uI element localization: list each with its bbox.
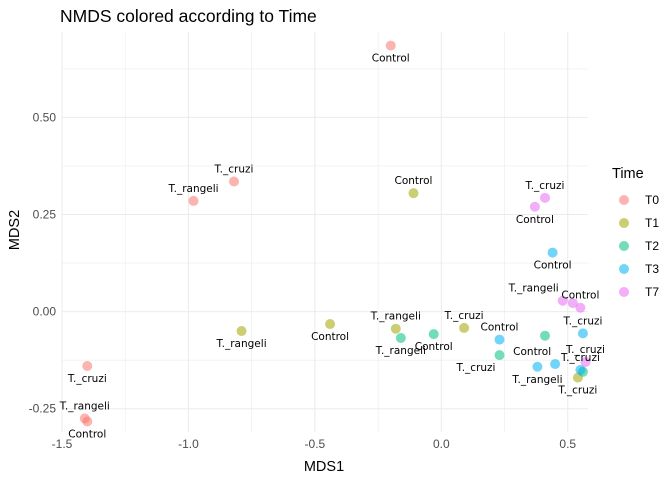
point-label: Control	[481, 322, 519, 334]
data-point-t7	[580, 357, 591, 368]
legend: Time T0 T1 T2 T3 T7	[612, 166, 659, 299]
data-point-t1	[408, 188, 419, 199]
legend-key-t1	[619, 218, 629, 228]
point-label: T._rangeli	[511, 374, 562, 386]
point-label: T._rangeli	[59, 400, 110, 412]
point-label: Control	[534, 260, 572, 272]
point-label: T._cruzi	[562, 315, 602, 327]
legend-key-t2	[619, 241, 629, 251]
point-label: T._cruzi	[444, 310, 484, 322]
legend-label: T1	[645, 216, 659, 230]
data-point-t2	[395, 333, 406, 344]
point-label: T._cruzi	[213, 164, 253, 176]
legend-label: T2	[645, 239, 659, 253]
legend-label: T0	[645, 193, 659, 207]
point-label: T._rangeli	[167, 183, 218, 195]
point-label: T._rangeli	[375, 345, 426, 357]
data-point-t7	[557, 295, 568, 306]
x-tick-label: 0.0	[433, 437, 450, 451]
point-label: T._cruzi	[560, 352, 600, 364]
legend-key-t0	[619, 195, 629, 205]
data-point-t0	[82, 360, 93, 371]
point-label: Control	[395, 175, 433, 187]
data-point-t2	[494, 350, 505, 361]
data-point-t3	[494, 334, 505, 345]
data-point-t3	[547, 247, 558, 258]
data-point-t7	[567, 298, 578, 309]
data-point-t1	[390, 323, 401, 334]
data-point-t0	[188, 195, 199, 206]
x-tick-label: 0.5	[559, 437, 576, 451]
data-point-t0	[228, 176, 239, 187]
point-label: T._rangeli	[370, 311, 421, 323]
point-label: T._cruzi	[525, 180, 565, 192]
point-label: Control	[513, 346, 551, 358]
point-label: Control	[561, 290, 599, 302]
x-tick-label: -1.5	[52, 437, 73, 451]
y-tick-label: -0.25	[29, 402, 57, 416]
x-axis-ticks: -1.5 -1.0 -0.5 0.0 0.5	[52, 437, 577, 451]
data-point-t7	[575, 302, 586, 313]
plot-grid	[61, 32, 588, 432]
point-label: Control	[311, 331, 349, 343]
point-label: Control	[516, 214, 554, 226]
legend-label: T3	[645, 262, 659, 276]
y-tick-label: 0.50	[33, 110, 57, 124]
point-label: T._rangeli	[508, 283, 559, 295]
data-point-t1	[459, 322, 470, 333]
chart-title: NMDS colored according to Time	[60, 6, 317, 26]
point-label: Control	[372, 53, 410, 65]
x-axis-title: MDS1	[304, 459, 344, 475]
data-point-t3	[532, 361, 543, 372]
point-label: T._cruzi	[557, 385, 597, 397]
data-point-t3	[550, 359, 561, 370]
y-tick-label: 0.00	[33, 305, 57, 319]
point-label: T._rangeli	[215, 338, 266, 350]
legend-key-t3	[619, 264, 629, 274]
legend-key-t7	[619, 287, 629, 297]
y-tick-label: 0.25	[33, 208, 57, 222]
point-label: T._cruzi	[67, 373, 107, 385]
x-tick-label: -1.0	[178, 437, 199, 451]
legend-title: Time	[612, 166, 644, 182]
x-tick-label: -0.5	[305, 437, 326, 451]
point-label: T._cruzi	[565, 344, 605, 356]
point-labels: ControlT._cruziT._rangeliT._cruziT._rang…	[59, 53, 605, 441]
data-point-t3	[577, 328, 588, 339]
point-label: Control	[68, 429, 106, 441]
data-point-t3	[575, 364, 586, 375]
data-point-t0	[385, 40, 396, 51]
point-label: T._cruzi	[456, 362, 496, 374]
data-point-t2	[428, 329, 439, 340]
data-point-t7	[529, 201, 540, 212]
data-point-t7	[540, 192, 551, 203]
data-point-t1	[325, 319, 336, 330]
y-axis-title: MDS2	[7, 210, 23, 250]
data-point-t1	[236, 326, 247, 337]
legend-label: T7	[645, 285, 659, 299]
point-label: Control	[415, 341, 453, 353]
data-points	[79, 40, 591, 427]
data-point-t2	[540, 330, 551, 341]
y-axis-ticks: -0.25 0.00 0.25 0.50	[29, 110, 57, 415]
data-point-t0	[82, 416, 93, 427]
